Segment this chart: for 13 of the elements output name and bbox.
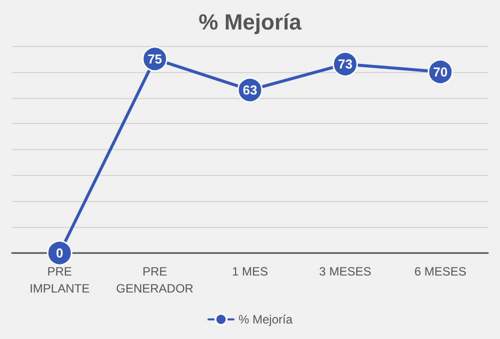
x-tick-label: 1 MES	[232, 264, 268, 278]
data-label: 0	[56, 246, 64, 260]
data-label: 73	[338, 56, 352, 72]
chart-title: % Mejoría	[198, 10, 302, 34]
data-label: 63	[242, 82, 258, 98]
point	[46, 240, 72, 266]
x-tick-label: 3 MESES	[319, 264, 372, 278]
x-tick-label: 6 MESES	[414, 264, 466, 278]
x-tick-label: PRE GENERADOR	[116, 264, 194, 296]
data-label: 75	[148, 51, 162, 66]
data-label: 70	[433, 64, 448, 80]
x-tick-label: PRE IMPLANTE	[30, 264, 90, 296]
legend-label: % Mejoría	[238, 312, 293, 326]
